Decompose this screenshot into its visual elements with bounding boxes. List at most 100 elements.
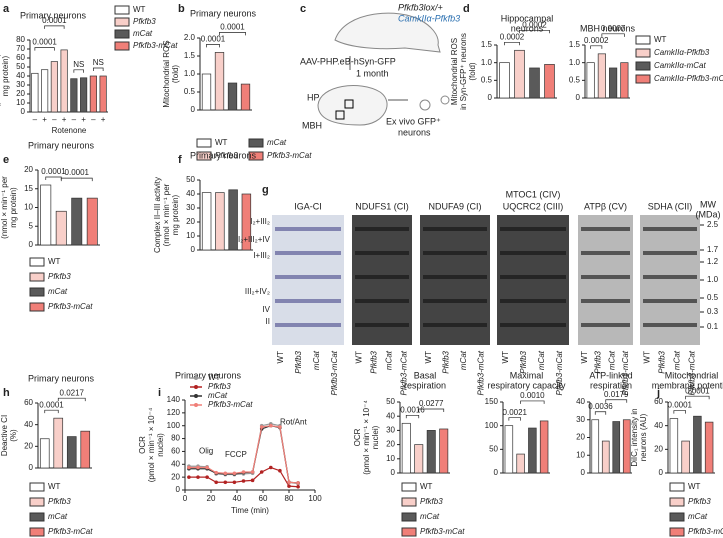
x-tick-label: – (33, 115, 38, 124)
lane-label: Pfkfb3 (370, 350, 379, 373)
x-tick-label: – (52, 115, 57, 124)
chart-title: Primary neurons (28, 373, 95, 383)
data-point (259, 470, 264, 474)
panel-letter: c (300, 3, 306, 15)
legend-swatch (669, 512, 685, 522)
blot-band (275, 251, 341, 255)
bracket (206, 44, 220, 48)
lane-label: Pfkfb3-mCat (621, 350, 630, 395)
p-value: NS (93, 58, 104, 67)
bar (214, 52, 225, 111)
bar (50, 61, 58, 113)
legend-label: WT (133, 5, 146, 14)
y-tick-label: 1.5 (569, 40, 581, 49)
bracket (405, 414, 420, 419)
y-tick-label: 1.0 (481, 58, 493, 67)
legend-label: Pfkfb3 (688, 497, 711, 506)
legend-swatch (401, 512, 417, 522)
chart-title: respiration (404, 380, 446, 390)
x-tick-label: 60 (259, 494, 268, 503)
chart-title: Maximal (510, 370, 544, 380)
lane-label: Pfkfb3-mCat (688, 350, 697, 395)
mw-label: 0.5 (707, 293, 719, 302)
y-tick-label: 20 (24, 165, 33, 174)
y-axis-label: in Syn-GFP⁺ neurons (459, 33, 468, 110)
chart-title: Primary neurons (28, 140, 95, 150)
y-tick-label: 30 (576, 415, 585, 424)
y-tick-label: 0 (191, 245, 196, 254)
bar (89, 75, 97, 113)
bar (681, 440, 690, 474)
legend-swatch (114, 41, 130, 51)
y-axis-label: (pmol × min⁻¹ × 10⁻⁴ (147, 407, 156, 482)
legend-label: mCat (420, 512, 440, 521)
lane-label: WT (424, 351, 433, 364)
data-point (187, 475, 191, 479)
legend-swatch (114, 5, 130, 15)
y-tick-label: 1.5 (481, 40, 493, 49)
region-box (344, 99, 354, 109)
lane-label: Pfkfb3 (519, 350, 528, 373)
legend-label: CamkIIα-Pfkfb3 (654, 48, 710, 57)
bracket (57, 397, 86, 402)
chart-title: Primary neurons (20, 10, 87, 20)
x-axis-label: Rotenone (52, 126, 87, 135)
y-tick-label: 20 (24, 441, 33, 450)
x-tick-label: + (62, 115, 67, 124)
y-tick-label: 50 (16, 62, 25, 71)
blot-band (643, 323, 697, 327)
lane-label: mCat (459, 350, 468, 370)
blot-band (500, 227, 566, 231)
legend-swatch (669, 497, 685, 507)
legend-label: Pfkfb3 (215, 151, 238, 160)
bracket (418, 408, 445, 412)
blot-title: IGA-CI (294, 201, 322, 211)
bar (80, 77, 88, 113)
lane-label: mCat (537, 350, 546, 370)
blot-band (500, 323, 566, 327)
legend-label: Pfkfb3-mCat (48, 302, 93, 311)
p-value: 0.0001 (42, 16, 67, 25)
bracket (73, 69, 84, 73)
bar (591, 419, 600, 474)
data-point (250, 478, 255, 483)
y-tick-label: 20 (576, 433, 585, 442)
lane-label: mCat (312, 350, 321, 370)
bar (401, 422, 411, 474)
legend-label: Pfkfb3 (133, 17, 156, 26)
lane-label: Pfkfb3 (294, 350, 303, 373)
legend-swatch (114, 29, 130, 39)
legend-swatch (669, 527, 685, 537)
y-axis-label: (nmol × min⁻¹ per (0, 176, 9, 239)
p-value: 0.0002 (522, 20, 547, 29)
injection-label: Olig (199, 447, 213, 456)
p-value: 0.0021 (503, 408, 528, 417)
legend-swatch (29, 482, 45, 492)
blot-band (275, 275, 341, 279)
bracket (520, 400, 545, 404)
p-value: 0.0001 (201, 35, 226, 44)
data-point (278, 425, 282, 429)
legend-swatch (29, 527, 45, 537)
bracket (519, 29, 550, 34)
lane-label: Pfkfb3-mCat (330, 350, 339, 395)
y-tick-label: 20 (186, 217, 195, 226)
bracket (605, 399, 628, 403)
y-tick-label: 20 (386, 440, 395, 449)
blot-band (275, 227, 341, 231)
x-tick-label: – (72, 115, 77, 124)
bar (426, 430, 436, 474)
bar (99, 75, 107, 113)
y-tick-label: 40 (24, 420, 33, 429)
chart-title: respiratory capacity (487, 380, 566, 390)
bar (609, 67, 618, 99)
legend-label: WT (208, 373, 221, 382)
injection-label: FCCP (225, 450, 247, 459)
data-point (196, 465, 200, 470)
legend-swatch (248, 138, 264, 148)
bracket (44, 25, 65, 29)
p-value: 0.0001 (41, 167, 66, 176)
bracket (93, 67, 104, 71)
lane-label: WT (580, 351, 589, 364)
legend-label: mCat (208, 391, 228, 400)
